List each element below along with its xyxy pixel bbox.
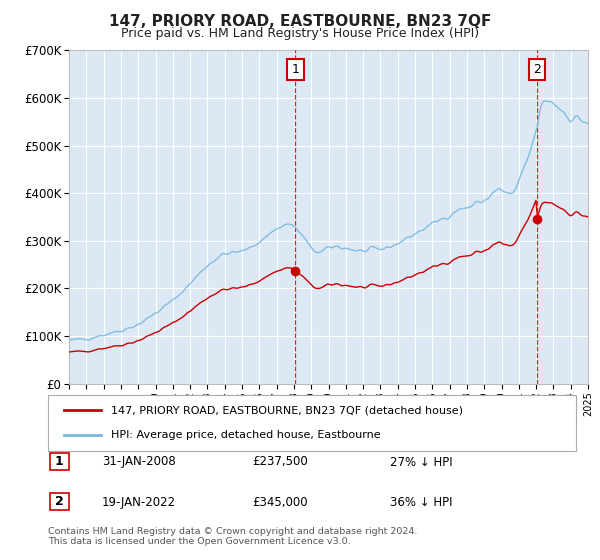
FancyBboxPatch shape xyxy=(50,493,68,510)
Text: 147, PRIORY ROAD, EASTBOURNE, BN23 7QF: 147, PRIORY ROAD, EASTBOURNE, BN23 7QF xyxy=(109,14,491,29)
Text: 1: 1 xyxy=(55,455,64,468)
Text: 31-JAN-2008: 31-JAN-2008 xyxy=(102,455,176,469)
Text: 19-JAN-2022: 19-JAN-2022 xyxy=(102,496,176,509)
Text: £237,500: £237,500 xyxy=(252,455,308,469)
Text: 2: 2 xyxy=(55,495,64,508)
Text: Price paid vs. HM Land Registry's House Price Index (HPI): Price paid vs. HM Land Registry's House … xyxy=(121,27,479,40)
FancyBboxPatch shape xyxy=(48,395,576,451)
Text: HPI: Average price, detached house, Eastbourne: HPI: Average price, detached house, East… xyxy=(112,430,381,440)
Text: £345,000: £345,000 xyxy=(252,496,308,509)
Text: 27% ↓ HPI: 27% ↓ HPI xyxy=(390,455,452,469)
Text: 36% ↓ HPI: 36% ↓ HPI xyxy=(390,496,452,509)
FancyBboxPatch shape xyxy=(50,453,68,470)
Text: Contains HM Land Registry data © Crown copyright and database right 2024.
This d: Contains HM Land Registry data © Crown c… xyxy=(48,526,418,546)
Text: 1: 1 xyxy=(292,63,299,76)
Text: 2: 2 xyxy=(533,63,541,76)
Text: 147, PRIORY ROAD, EASTBOURNE, BN23 7QF (detached house): 147, PRIORY ROAD, EASTBOURNE, BN23 7QF (… xyxy=(112,405,463,416)
